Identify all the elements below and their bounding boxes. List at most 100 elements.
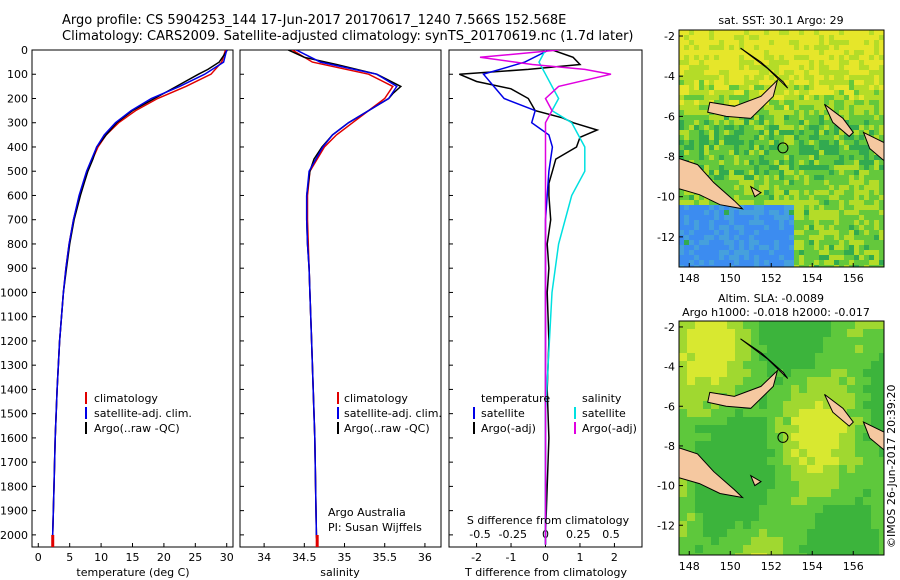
map-cell (767, 505, 776, 514)
map-cell (814, 230, 820, 236)
map-cell (735, 337, 744, 346)
map-cell (819, 60, 825, 66)
map-cell (749, 245, 755, 251)
map-cell (789, 215, 795, 221)
map-cell (714, 115, 720, 121)
map-cell (864, 205, 870, 211)
map-cell (839, 255, 845, 261)
map-cell (739, 95, 745, 101)
map-cell (679, 190, 685, 196)
map-cell (864, 155, 870, 161)
map-cell (704, 250, 710, 256)
map-cell (829, 145, 835, 151)
map-cell (874, 265, 880, 267)
map-cell (804, 200, 810, 206)
map-cell (815, 321, 824, 330)
map-cell (809, 75, 815, 81)
map-cell (679, 361, 688, 370)
map-cell (719, 145, 725, 151)
map-cell (794, 50, 800, 56)
map-cell (874, 120, 880, 126)
map-cell (734, 75, 740, 81)
map-cell (764, 130, 770, 136)
map-cell (879, 125, 884, 131)
map-cell (879, 521, 884, 530)
map-cell (799, 130, 805, 136)
map-cell (709, 45, 715, 51)
map-cell (799, 513, 808, 522)
map-cell (855, 377, 864, 386)
map-cell (703, 441, 712, 450)
s-tick-label: 0.25 (566, 528, 591, 541)
map-cell (799, 30, 805, 36)
map-cell (871, 441, 880, 450)
map-cell (754, 215, 760, 221)
map-cell (791, 481, 800, 490)
map-cell (879, 473, 884, 482)
map-cell (724, 40, 730, 46)
map-cell (735, 457, 744, 466)
map-cell (844, 65, 850, 71)
map-cell (829, 215, 835, 221)
map-cell (799, 537, 808, 546)
map-cell (775, 353, 784, 362)
map-cell (743, 425, 752, 434)
map-cell (815, 497, 824, 506)
map-cell (854, 255, 860, 261)
map-cell (744, 225, 750, 231)
map-cell (695, 441, 704, 450)
map-cell (709, 215, 715, 221)
map-cell (687, 409, 696, 418)
map-cell (789, 80, 795, 86)
map-cell (751, 377, 760, 386)
map-cell (754, 75, 760, 81)
x-tick-label: 30 (220, 551, 234, 564)
map-cell (783, 441, 792, 450)
map-cell (831, 425, 840, 434)
map-cell (834, 190, 840, 196)
map-cell (703, 329, 712, 338)
map-cell (871, 385, 880, 394)
map-cell (729, 70, 735, 76)
map-cell (689, 210, 695, 216)
map-cell (814, 215, 820, 221)
map-cell (694, 50, 700, 56)
map-cell (774, 100, 780, 106)
map-cell (743, 481, 752, 490)
map-cell (854, 55, 860, 61)
map-cell (864, 255, 870, 261)
map-cell (814, 45, 820, 51)
map-cell (799, 100, 805, 106)
map-cell (743, 449, 752, 458)
map-cell (863, 433, 872, 442)
y-tick-label: -6 (664, 400, 675, 413)
map-cell (831, 321, 840, 330)
map-cell (734, 145, 740, 151)
map-cell (804, 225, 810, 231)
map-cell (789, 220, 795, 226)
map-cell (769, 30, 775, 36)
map-cell (774, 155, 780, 161)
map-cell (767, 385, 776, 394)
map-cell (874, 100, 880, 106)
map-cell (734, 130, 740, 136)
map-cell (759, 125, 765, 131)
series-s-satellite (538, 50, 586, 545)
map-cell (729, 150, 735, 156)
map-cell (711, 377, 720, 386)
map-cell (734, 195, 740, 201)
map-cell (704, 90, 710, 96)
map-cell (791, 425, 800, 434)
map-cell (703, 337, 712, 346)
map-cell (699, 155, 705, 161)
map-cell (791, 465, 800, 474)
map-cell (703, 529, 712, 538)
map-cell (759, 255, 765, 261)
map-cell (749, 170, 755, 176)
map-cell (719, 505, 728, 514)
map-cell (869, 35, 875, 41)
map-cell (684, 70, 690, 76)
map-cell (679, 513, 688, 522)
map-cell (789, 105, 795, 111)
map-cell (809, 200, 815, 206)
